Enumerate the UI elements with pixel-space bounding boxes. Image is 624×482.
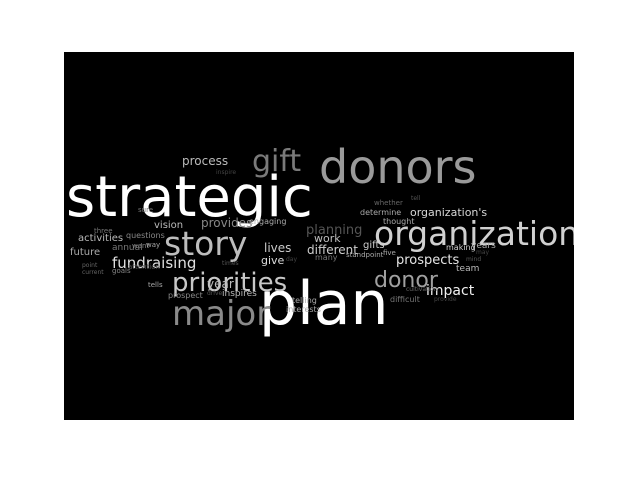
word-tells: tells [148,281,163,289]
word-goals: goals [112,267,131,275]
word-attention: attention [128,263,160,271]
word-year: year [207,277,234,291]
word-point: point [82,262,98,269]
word-activities: activities [78,233,124,244]
word-lives: lives [264,241,292,255]
word-mind: mind [466,256,482,263]
word-standpoint: standpoint [346,251,384,259]
word-gifts: gifts [363,240,385,251]
word-impact: impact [426,283,475,299]
word-determine: determine [360,208,402,217]
word-many: many [315,253,338,262]
word-day: day [286,256,298,263]
word-years: years [471,241,496,251]
word-five: five [383,249,396,257]
word-may: may [476,249,490,256]
word-provide: provide [434,296,457,303]
word-plan: plan [259,269,389,339]
word-donors: donors [319,140,477,194]
word-different: different [307,243,358,257]
word-whether: whether [374,199,403,207]
word-telling: telling [292,296,317,305]
word-prospects: prospects [396,253,460,268]
word-making: making [446,243,476,252]
word-inspires: inspires [222,289,257,299]
word-drive: drive [207,290,223,297]
word-donor: donor [374,268,438,293]
word-work: work [314,232,341,245]
word-tell: tell [411,195,421,202]
word-annual: annual [112,243,143,253]
word-want: want [132,242,150,250]
word-story: story [164,224,248,263]
word-major: major [172,294,271,334]
word-current: current [82,269,104,276]
word-difficult: difficult [390,295,420,304]
word-give: give [261,254,285,267]
word-fundraising: fundraising [112,254,197,272]
word-way: way [146,241,161,249]
word-interests: interests [286,305,321,314]
word-prospect: prospect [168,291,203,300]
word-engaging: engaging [249,217,287,226]
word-cultivation: cultivation [406,286,438,293]
word-future: future [70,247,101,258]
word-times: times [222,260,239,267]
word-cloud: strategic plan donors organization story… [64,52,574,420]
word-strategic: strategic [66,165,313,230]
word-provides: provides [201,216,253,230]
word-gift: gift [252,144,302,179]
word-thought: thought [383,217,415,226]
word-organizations: organization's [410,206,488,219]
word-inspire: inspire [216,169,237,176]
word-planning: planning [306,223,363,238]
word-vision: vision [154,220,184,231]
word-priorities: priorities [172,268,288,298]
word-organization: organization [374,214,574,253]
word-team: team [456,264,480,274]
word-questions: questions [126,231,165,240]
word-process: process [182,154,229,168]
word-three: three [94,227,113,235]
word-sure: sure [138,206,154,214]
